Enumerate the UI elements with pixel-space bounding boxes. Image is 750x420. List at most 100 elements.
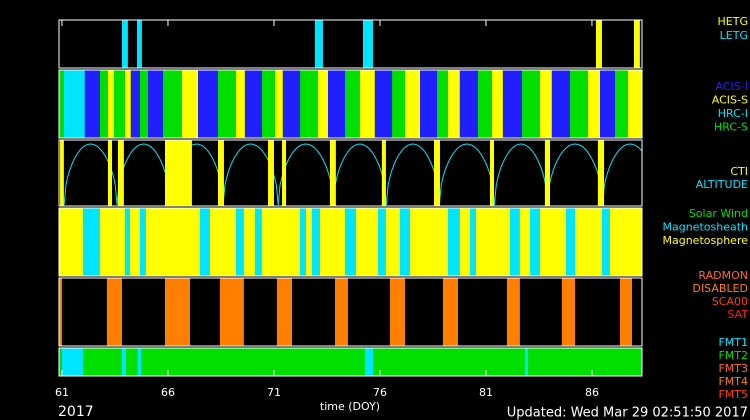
- interval-bar: [162, 70, 182, 138]
- interval-bar: [282, 70, 301, 138]
- interval-bar: [544, 140, 550, 206]
- legend-label: FMT1: [718, 336, 748, 349]
- interval-bar: [381, 140, 386, 206]
- interval-bar: [113, 70, 125, 138]
- interval-bar: [587, 70, 601, 138]
- interval-bar: [448, 70, 460, 138]
- interval-bar: [404, 70, 421, 138]
- interval-bar: [328, 70, 345, 138]
- interval-bar: [364, 348, 373, 376]
- interval-bar: [60, 140, 64, 206]
- legend-label: FMT2: [718, 349, 748, 362]
- legend-label: FMT5: [718, 388, 748, 401]
- interval-bar: [314, 20, 323, 68]
- interval-bar: [420, 70, 437, 138]
- panel-frame: [58, 207, 643, 277]
- interval-bar: [261, 70, 276, 138]
- interval-bar: [633, 20, 640, 68]
- interval-bar: [148, 70, 163, 138]
- legend-label: FMT3: [718, 362, 748, 375]
- interval-bar: [236, 208, 244, 276]
- panel-frame: [58, 19, 643, 69]
- x-tick-label: 71: [267, 386, 281, 399]
- legend-label: DISABLED: [692, 282, 748, 295]
- interval-bar: [628, 70, 642, 138]
- interval-bar: [540, 70, 552, 138]
- interval-bar: [219, 278, 244, 346]
- interval-bar: [59, 278, 62, 346]
- panel-frame: [58, 69, 643, 139]
- interval-bar: [181, 70, 199, 138]
- interval-bar: [137, 348, 142, 376]
- legend-label: Solar Wind: [689, 207, 748, 220]
- legend-label: ACIS-S: [712, 94, 748, 107]
- interval-bar: [139, 208, 146, 276]
- interval-bar: [392, 70, 405, 138]
- interval-bar: [509, 208, 520, 276]
- interval-bar: [165, 278, 191, 346]
- interval-bar: [124, 208, 131, 276]
- interval-bar: [389, 278, 405, 346]
- legend-label: HETG: [718, 15, 748, 28]
- interval-bar: [470, 208, 477, 276]
- interval-bar: [442, 278, 458, 346]
- interval-bar: [600, 70, 615, 138]
- interval-bar: [276, 278, 292, 346]
- interval-bar: [311, 208, 320, 276]
- interval-bar: [84, 70, 100, 138]
- interval-bar: [300, 70, 319, 138]
- interval-bar: [565, 208, 576, 276]
- legend-label: SCA00: [712, 295, 748, 308]
- legend-label: ALTITUDE: [696, 178, 748, 191]
- interval-bar: [59, 348, 642, 376]
- interval-bar: [318, 70, 329, 138]
- interval-bar: [124, 70, 131, 138]
- interval-bar: [106, 278, 122, 346]
- interval-bar: [59, 70, 64, 138]
- interval-bar: [614, 70, 629, 138]
- interval-bar: [459, 70, 478, 138]
- interval-bar: [137, 20, 142, 68]
- legend-label: Magnetosheath: [663, 221, 749, 234]
- interval-bar: [399, 208, 411, 276]
- interval-bar: [335, 278, 348, 346]
- interval-bar: [268, 140, 274, 206]
- interval-bar: [522, 70, 541, 138]
- interval-bar: [619, 278, 633, 346]
- legend-label: FMT4: [718, 375, 748, 388]
- interval-bar: [139, 70, 149, 138]
- interval-bar: [491, 70, 503, 138]
- legend-label: HRC-I: [718, 107, 748, 120]
- legend-label: Magnetosphere: [663, 234, 749, 247]
- interval-bar: [329, 140, 336, 206]
- interval-bar: [82, 208, 100, 276]
- interval-bar: [595, 20, 602, 68]
- interval-bar: [198, 70, 218, 138]
- x-tick-label: 61: [55, 386, 69, 399]
- interval-bar: [300, 208, 306, 276]
- interval-bar: [434, 140, 440, 206]
- x-tick-label: 81: [479, 386, 493, 399]
- legend-label: ACIS-I: [716, 80, 748, 93]
- altitude-curve: [493, 143, 548, 206]
- x-tick-label: 76: [373, 386, 387, 399]
- panel-frame: [58, 347, 643, 377]
- interval-bar: [502, 70, 523, 138]
- interval-bar: [107, 140, 112, 206]
- altitude-curve: [116, 143, 171, 206]
- interval-bar: [61, 348, 83, 376]
- interval-bar: [121, 348, 126, 376]
- interval-bar: [218, 140, 224, 206]
- interval-bar: [275, 70, 283, 138]
- interval-bar: [117, 140, 124, 206]
- x-tick-label: 66: [161, 386, 175, 399]
- interval-bar: [107, 70, 114, 138]
- x-axis-label: time (DOY): [320, 400, 380, 413]
- altitude-curve: [602, 143, 642, 206]
- interval-bar: [344, 70, 361, 138]
- interval-bar: [378, 208, 386, 276]
- interval-bar: [165, 140, 192, 206]
- interval-bar: [524, 348, 528, 376]
- interval-bar: [448, 208, 460, 276]
